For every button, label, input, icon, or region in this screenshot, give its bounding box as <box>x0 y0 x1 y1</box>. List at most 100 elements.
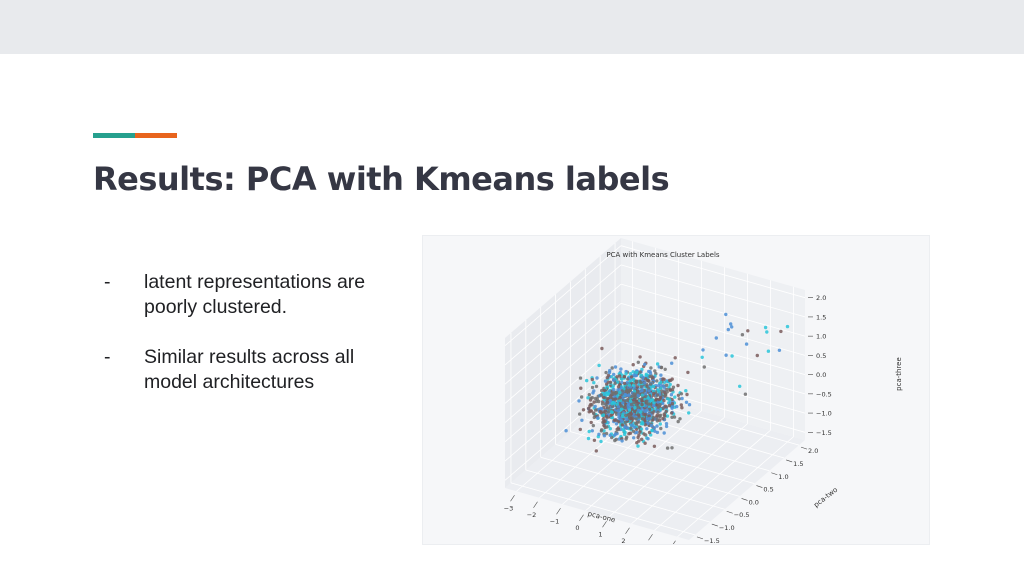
scatter-point <box>597 432 601 436</box>
scatter-point <box>656 410 660 414</box>
scatter-point <box>640 420 644 424</box>
scatter-point <box>599 411 603 415</box>
bullet-text: latent representations are poorly cluste… <box>144 271 366 318</box>
grid-line <box>504 322 622 423</box>
scatter-point <box>701 348 705 352</box>
scatter-point <box>672 415 677 419</box>
scatter-point <box>589 420 593 425</box>
scatter-point <box>616 409 620 413</box>
z-tick-label: −1.5 <box>816 429 832 437</box>
scatter-point <box>632 373 637 378</box>
tick-mark <box>786 459 793 463</box>
scatter-point <box>663 367 667 371</box>
grid-line <box>585 418 770 472</box>
scatter-point <box>602 434 607 438</box>
bullet-item: - latent representations are poorly clus… <box>104 270 404 320</box>
scatter-point <box>603 379 608 383</box>
scatter-point <box>624 393 628 397</box>
scatter-point <box>631 370 635 374</box>
scatter-point <box>608 433 612 437</box>
scatter-point <box>659 386 663 390</box>
scatter-point <box>612 388 616 392</box>
scatter-point <box>656 388 660 392</box>
scatter-point <box>613 381 617 386</box>
scatter-point <box>612 372 616 377</box>
scatter-point <box>676 419 680 424</box>
scatter-point <box>578 427 582 432</box>
chart-ticks: −3−2−101234−1.5−1.0−0.50.00.51.01.52.0−1… <box>504 294 832 544</box>
scatter-point <box>610 391 614 396</box>
scatter-point <box>606 410 611 414</box>
tick-mark <box>533 501 538 508</box>
scatter-point <box>652 401 656 405</box>
scatter-point <box>765 330 769 334</box>
scatter-point <box>590 396 594 400</box>
scatter-point <box>652 391 656 396</box>
scatter-point <box>640 437 644 441</box>
scatter-point <box>671 385 676 389</box>
scatter-point <box>650 428 654 432</box>
scatter-point <box>680 396 684 401</box>
scatter-point <box>614 437 618 442</box>
scatter-point <box>587 429 591 434</box>
scatter-point <box>635 399 639 404</box>
scatter-point <box>726 327 730 332</box>
z-tick-label: 0.5 <box>816 352 826 360</box>
scatter-point <box>632 425 637 429</box>
scatter-point <box>605 400 610 404</box>
scatter-point <box>629 375 634 379</box>
scatter-point <box>625 426 630 430</box>
scatter-point <box>647 407 652 411</box>
scatter-point <box>627 413 631 417</box>
scatter-point <box>640 393 644 397</box>
scatter-point <box>656 384 660 388</box>
scatter-point <box>579 386 583 390</box>
scatter-point <box>640 402 644 407</box>
scatter-point <box>639 385 643 389</box>
scatter-point <box>670 415 674 419</box>
x-tick-label: −2 <box>527 511 537 519</box>
grid-line <box>620 341 806 395</box>
scatter-point <box>606 392 610 397</box>
scatter-point <box>724 353 728 357</box>
scatter-point <box>670 377 674 381</box>
scatter-point <box>677 397 681 401</box>
scatter-point <box>659 426 663 431</box>
scatter-point <box>637 433 641 437</box>
grid-line <box>504 360 622 462</box>
scatter-point <box>643 433 648 437</box>
scatter-point <box>680 406 684 410</box>
scatter-point <box>602 388 607 392</box>
scatter-point <box>636 405 640 409</box>
scatter-point <box>687 411 691 415</box>
scatter-point <box>655 379 659 383</box>
scatter-point <box>648 382 653 386</box>
scatter-point <box>622 381 627 386</box>
scatter-point <box>591 423 595 428</box>
scatter-point <box>630 407 634 411</box>
scatter-point <box>685 392 689 397</box>
scatter-point <box>627 383 631 387</box>
y-tick-label: −1.0 <box>719 524 735 532</box>
scatter-point <box>662 398 666 403</box>
scatter-point <box>617 415 621 419</box>
scatter-point <box>663 404 667 408</box>
scatter-point <box>658 418 662 422</box>
tick-mark <box>672 540 676 544</box>
scatter-point <box>609 413 613 417</box>
scatter-point <box>649 366 653 370</box>
scatter-point <box>604 431 609 436</box>
scatter-point <box>785 324 790 329</box>
scatter-point <box>603 409 608 413</box>
scatter-point <box>578 376 583 380</box>
scatter-point <box>632 400 636 405</box>
scatter-point <box>590 385 595 390</box>
scatter-point <box>730 325 734 329</box>
x-tick-label: −3 <box>504 504 514 512</box>
grid-line <box>555 444 740 497</box>
scatter-point <box>658 422 662 426</box>
grid-line <box>620 360 806 414</box>
scatter-point <box>724 312 728 317</box>
scatter-point <box>659 413 663 417</box>
scatter-point <box>592 389 596 393</box>
